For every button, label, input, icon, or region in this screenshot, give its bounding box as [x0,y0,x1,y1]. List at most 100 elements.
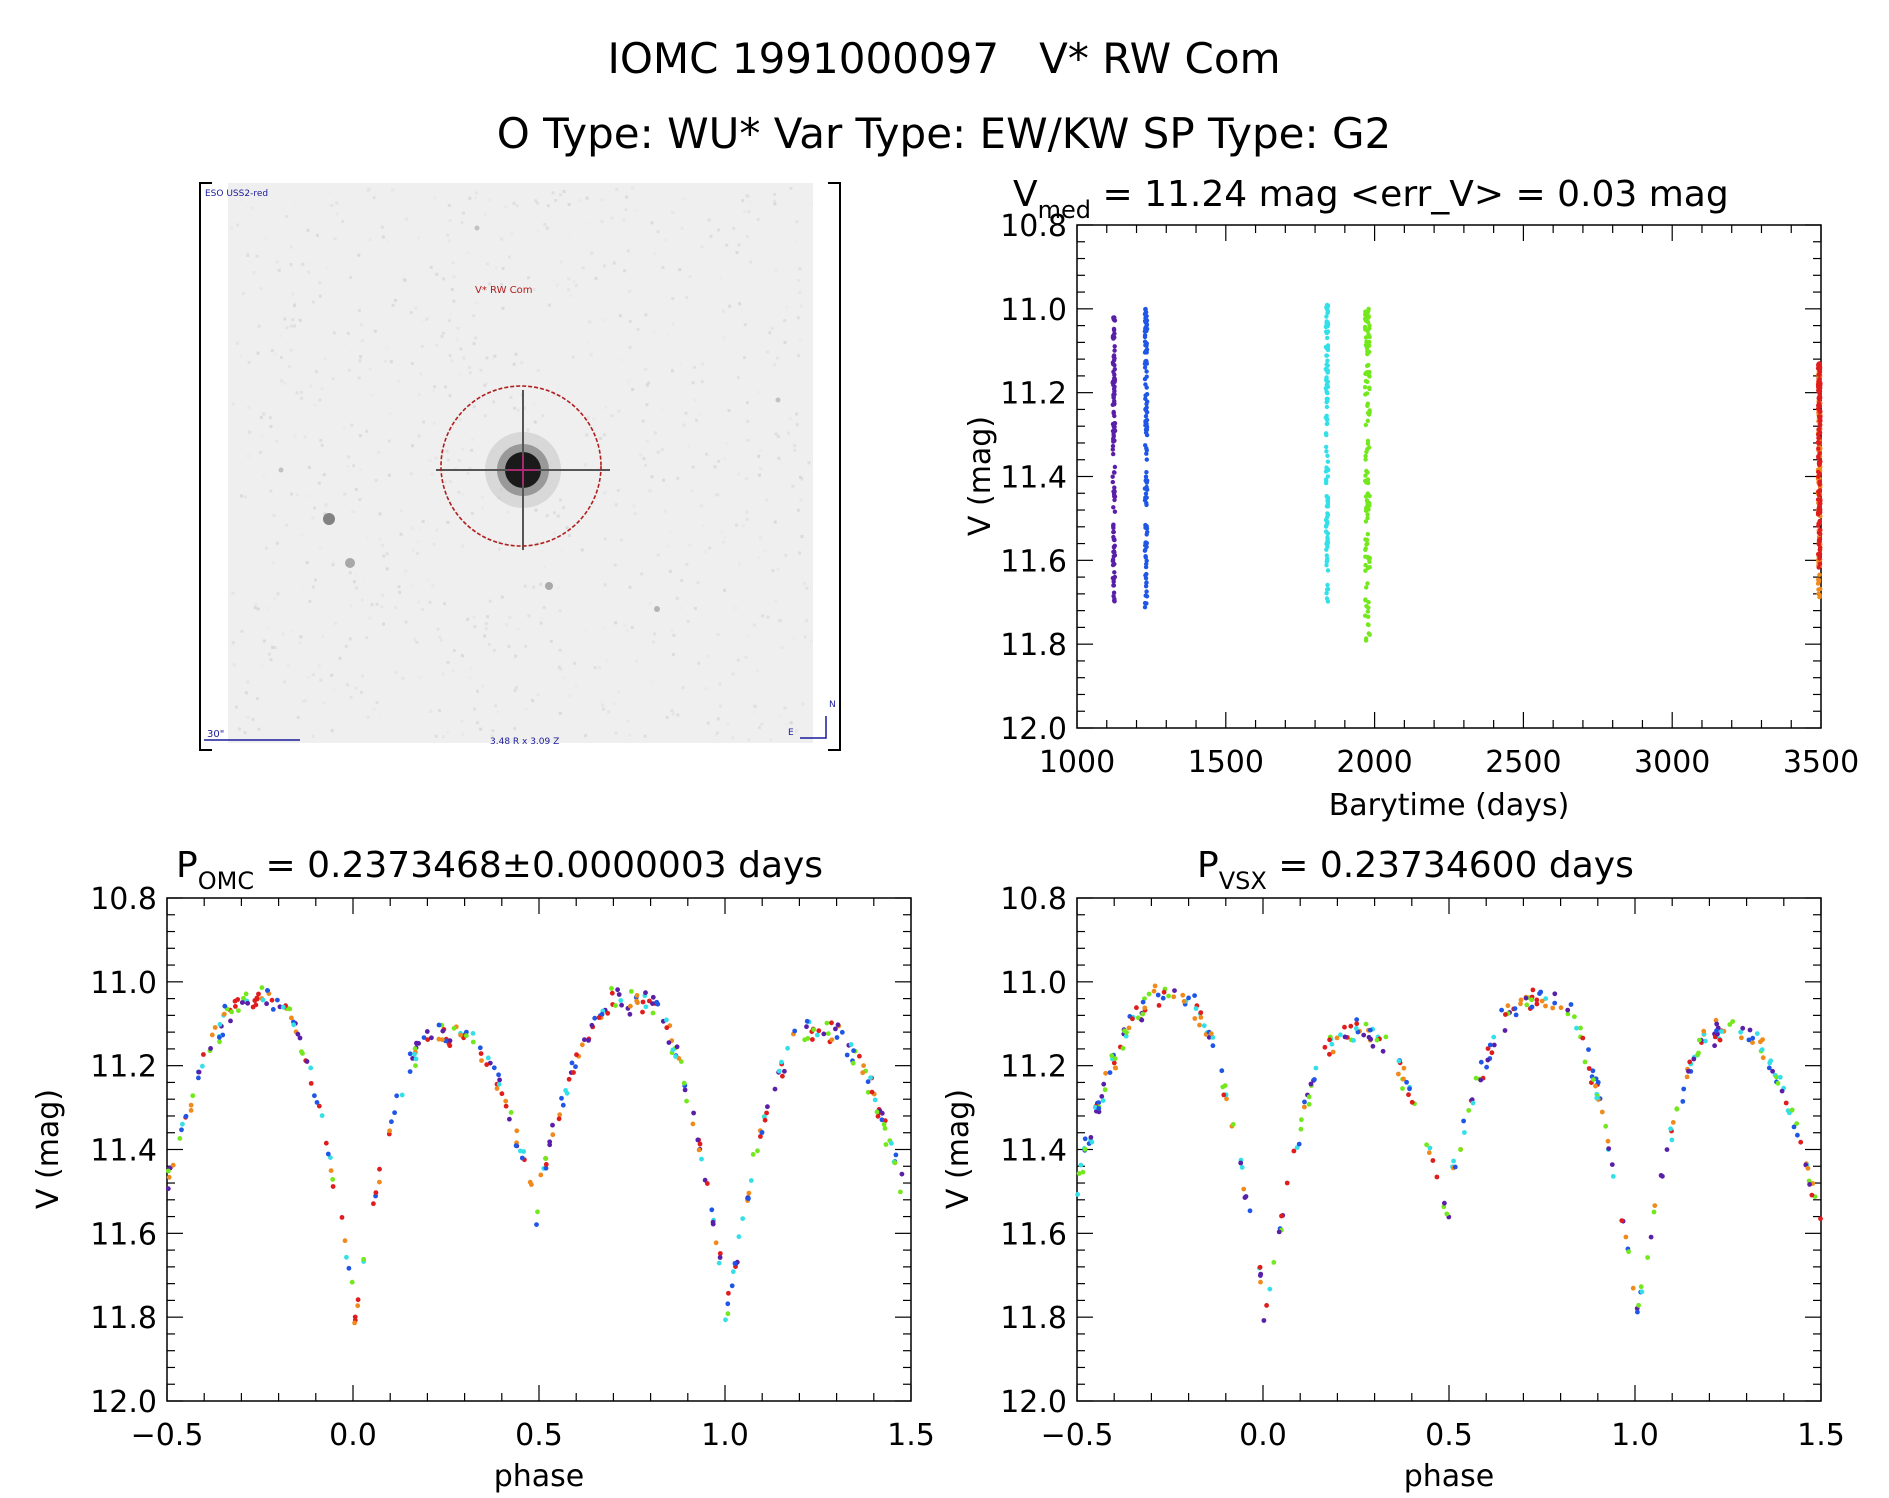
noise-speck [350,423,354,427]
noise-speck [358,359,362,363]
data-point [1110,402,1116,407]
y-tick-label: 10.8 [1000,882,1067,917]
noise-speck [661,408,665,412]
data-point [1192,993,1197,998]
noise-speck [714,733,718,737]
noise-speck [512,362,516,366]
data-point [634,993,640,998]
noise-speck [397,635,401,639]
data-point [1365,515,1370,521]
noise-speck [508,524,512,528]
data-point [736,1234,742,1240]
data-point [1610,1174,1616,1179]
noise-speck [644,463,647,467]
data-point [1513,1012,1519,1018]
north-label: N [829,700,836,710]
data-point [1088,1135,1094,1140]
data-point [328,1168,334,1173]
noise-speck [389,216,393,220]
noise-speck [291,318,295,322]
data-point [1210,1043,1216,1049]
data-point [407,1051,413,1057]
noise-speck [548,303,551,307]
data-point [615,987,620,993]
noise-speck [613,702,617,706]
noise-speck [672,322,675,326]
noise-speck [239,354,243,358]
data-point [1503,1012,1508,1017]
data-point [816,1028,822,1034]
data-point [1558,1005,1564,1011]
noise-speck [626,629,629,633]
data-point [682,1087,688,1093]
noise-speck [381,543,385,547]
data-point [297,1035,303,1041]
noise-speck [443,480,447,484]
data-point [1669,1137,1675,1143]
y-tick-label: 11.2 [1000,1050,1067,1085]
lightcurve-ticks: 1000 1500 2000 2500 3000 350010.811.011.211.4… [1000,209,1859,780]
noise-speck [244,691,248,695]
noise-speck [452,649,456,652]
data-point [1222,1083,1228,1088]
data-point [1111,451,1116,457]
data-point [839,1029,845,1035]
noise-speck [301,262,305,266]
noise-speck [710,372,714,376]
data-point [1107,1070,1113,1075]
data-point [1112,367,1118,372]
data-point [1111,505,1116,510]
noise-speck [432,542,436,546]
data-point [188,1102,194,1108]
data-point [1701,1028,1707,1034]
noise-speck [430,472,434,476]
data-point [1363,457,1368,462]
noise-speck [623,624,627,628]
noise-speck [672,633,676,637]
noise-speck [789,187,793,190]
data-point [1325,511,1330,516]
noise-speck [321,635,325,638]
noise-speck [463,639,467,643]
noise-speck [448,319,451,323]
data-point [399,1092,405,1098]
data-point [1484,1064,1489,1070]
noise-speck [660,448,664,452]
noise-speck [776,567,780,571]
data-point [479,1058,484,1063]
noise-speck [459,372,463,376]
data-point [1816,489,1821,494]
noise-speck [617,409,621,413]
noise-speck [640,659,644,663]
noise-speck [377,713,381,717]
data-point [1111,386,1117,392]
noise-speck [741,524,745,528]
data-point [1324,541,1329,546]
noise-speck [455,337,459,341]
field-star [775,397,781,403]
data-point [861,1063,866,1068]
data-point [1366,600,1371,605]
data-point [804,1018,810,1024]
data-point [1367,349,1372,355]
noise-speck [474,191,478,195]
data-point [323,1140,329,1146]
data-point [695,1137,701,1143]
data-point [1550,1005,1556,1011]
noise-speck [271,645,274,649]
noise-speck [289,324,293,328]
noise-speck [417,236,420,240]
noise-speck [539,582,543,586]
data-point [217,1039,222,1045]
noise-speck [342,218,346,222]
data-point [1261,1318,1267,1323]
data-point [1817,536,1823,542]
noise-speck [773,520,777,524]
aperture-circle [440,385,602,547]
data-point [1140,1011,1146,1017]
noise-speck [756,669,760,673]
data-point [1323,415,1329,420]
data-point [1593,1083,1598,1089]
data-point [824,1020,830,1026]
noise-speck [385,567,389,571]
